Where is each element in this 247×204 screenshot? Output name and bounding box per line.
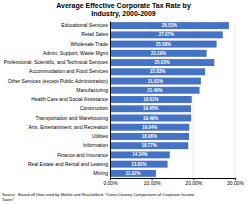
bar [110,50,207,57]
bar [110,22,229,29]
tick: Arts, Entertainment, and Recreation [29,124,111,130]
tick-label: Health Care and Social Assistance [31,96,108,102]
tick: 10.00% [144,178,162,186]
grid-line [235,21,236,178]
data-label: 19.04% [142,125,157,130]
grid-line [110,21,111,178]
tick: Wholesale Trade [70,41,110,47]
tick-label: Information [83,142,108,148]
data-label: 19.61% [143,97,158,102]
tick: Admin, Support, Waste Mgmt [43,50,110,56]
tick: Educational Services [61,22,110,28]
tick-label: Professional, Scientific, and Technical … [4,59,109,65]
data-label: 11.02% [125,171,140,176]
tick-label: Accommodation and Food Services [29,68,108,74]
tick-label: Mining [93,170,108,176]
bar [110,133,189,140]
y-axis: Educational Services Retail Sales Wholesal… [4,22,111,179]
bar [110,115,191,122]
bars [110,22,229,177]
tick-label: Finance and Insurance [57,152,108,158]
tick: 0.00% [103,178,118,186]
tick: Health Care and Social Assistance [31,96,110,102]
bar [110,41,217,48]
title: Average Effective Corporate Tax Rate byI… [56,2,191,18]
bar [110,161,168,168]
data-label: 22.83% [150,69,165,74]
axis-line [110,22,111,179]
bar [110,78,201,85]
tick: Manufacturing [76,87,110,93]
annotation-line: Taxes" [2,197,14,202]
axis-line [111,179,236,181]
data-label: 18.77% [141,143,156,148]
tick-label: Arts, Entertainment, and Recreation [29,124,109,130]
tick-label: Wholesale Trade [70,41,108,47]
bar [110,151,170,158]
tick: Finance and Insurance [57,152,110,158]
title-line: Industry, 2000-2009 [91,10,156,18]
data-label: 28.53% [162,23,177,28]
grid [110,21,235,178]
bar [110,170,156,177]
chart: 0.00% 10.00% 20.00% 30.00% Educational Servi… [0,0,247,204]
tick: 30.00% [227,178,245,186]
data-label: 21.81% [148,79,163,84]
tick-label: Other Services (except Public Administra… [8,78,109,84]
bar [110,142,188,149]
data-label: 19.45% [143,106,158,111]
bar [110,59,214,66]
tick: Real Estate and Rental and Leasing [28,161,110,167]
x-axis: 0.00% 10.00% 20.00% 30.00% [103,178,244,186]
bar [110,96,192,103]
data-label: 14.34% [132,152,147,157]
tick-label: 20.00% [185,180,203,186]
tick: Mining [93,170,110,176]
tick-label: Real Estate and Rental and Leasing [28,161,108,167]
data-labels: 28.53% 27.07% 25.58% 23.19% 25.03% 22.83% 21.8… [125,23,177,176]
bar [110,105,191,112]
bar [110,87,200,94]
tick-label: Manufacturing [76,87,108,93]
tick-label: 0.00% [103,180,118,186]
tick-label: 30.00% [227,180,245,186]
data-label: 19.49% [143,116,158,121]
bar [110,31,223,38]
data-label: 13.82% [131,162,146,167]
bar [110,68,205,75]
tick: Information [83,142,110,148]
data-label: 25.58% [156,42,171,47]
data-label: 18.96% [142,134,157,139]
tick-label: Admin, Support, Waste Mgmt [43,50,109,56]
tick: Transportation and Warehousing [36,115,110,121]
data-label: 21.49% [147,88,162,93]
tick-label: Transportation and Warehousing [36,115,109,121]
annotation: Source: Based off Data used by Markle an… [2,192,195,202]
tick-label: Construction [80,105,108,111]
tick-label: Utilities [92,133,109,139]
data-label: 25.03% [155,60,170,65]
tick: Other Services (except Public Administra… [8,78,110,84]
tick: Accommodation and Food Services [29,68,110,74]
data-label: 27.07% [159,32,174,37]
tick-label: 10.00% [144,180,162,186]
tick: Retail Sales [81,31,110,37]
tick: Utilities [92,133,110,139]
tick: Professional, Scientific, and Technical … [4,59,110,65]
tick: Construction [80,105,110,111]
tick: 20.00% [185,178,203,186]
annotation-line: Source: Based off Data used by Markle an… [2,192,195,197]
tick-label: Educational Services [61,22,108,28]
data-label: 23.19% [151,51,166,56]
bar [110,124,189,131]
tick-label: Retail Sales [81,31,108,37]
